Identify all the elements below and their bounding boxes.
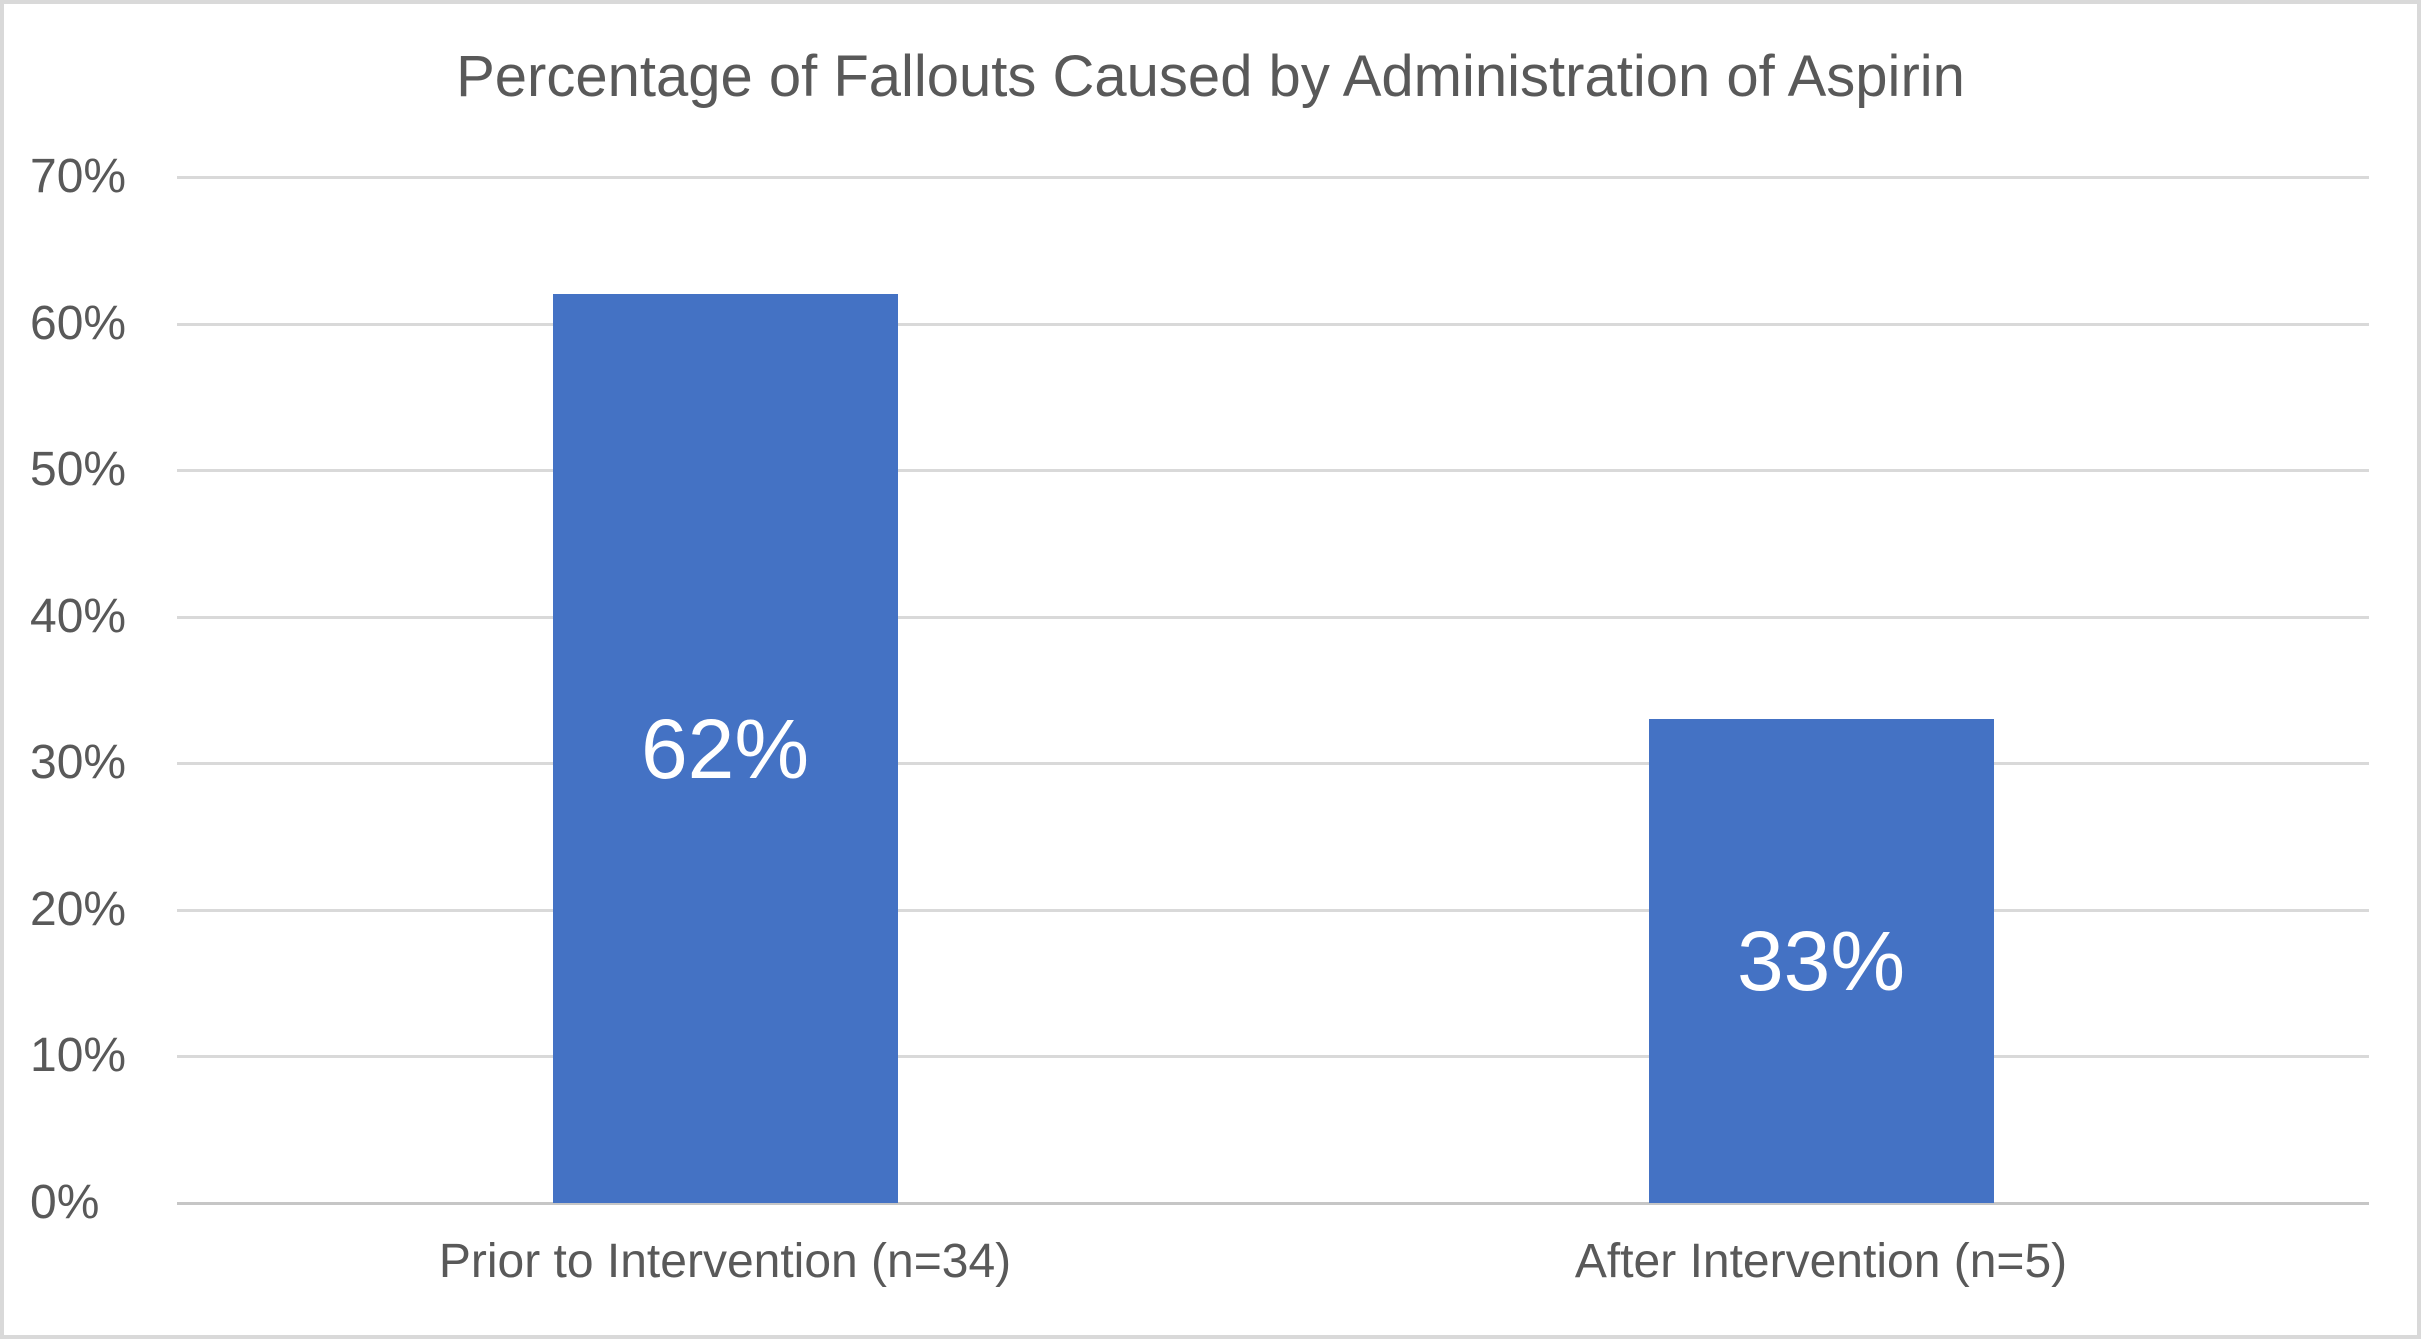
gridline	[177, 908, 2369, 912]
bar-prior-to-intervention: 62%	[552, 294, 898, 1203]
y-tick-label: 0%	[30, 1176, 100, 1229]
x-axis-label-after: After Intervention (n=5)	[1574, 1235, 2068, 1288]
data-label-prior: 62%	[640, 701, 810, 796]
gridline	[177, 615, 2369, 619]
chart-title: Percentage of Fallouts Caused by Adminis…	[456, 44, 1965, 109]
gridlines	[177, 176, 2369, 1205]
y-tick-label: 30%	[30, 736, 127, 790]
y-axis: 70% 60% 50% 40% 30% 20% 10% 0%	[4, 153, 177, 1227]
category-slots: 62% 33%	[177, 177, 2369, 1203]
y-tick-label: 50%	[30, 443, 127, 497]
x-axis-label-prior: Prior to Intervention (n=34)	[438, 1235, 1012, 1288]
y-tick-label: 60%	[30, 296, 127, 350]
bar-after-intervention: 33%	[1648, 719, 1994, 1203]
x-axis: Prior to Intervention (n=34) After Inter…	[177, 1232, 2369, 1292]
gridline	[177, 176, 2369, 179]
gridline	[177, 1055, 2369, 1059]
y-tick-label: 40%	[30, 589, 127, 643]
gridline	[177, 762, 2369, 766]
y-tick-label: 10%	[30, 1029, 127, 1083]
category-slot-after: 33%	[1273, 177, 2369, 1203]
category-slot-prior: 62%	[177, 177, 1273, 1203]
gridline	[177, 322, 2369, 326]
gridline	[177, 469, 2369, 473]
y-tick-label: 20%	[30, 882, 127, 936]
data-label-after: 33%	[1736, 914, 1906, 1009]
x-axis-line	[177, 1202, 2369, 1205]
y-tick-label: 70%	[30, 150, 127, 203]
plot-area: 62% 33%	[177, 176, 2369, 1205]
